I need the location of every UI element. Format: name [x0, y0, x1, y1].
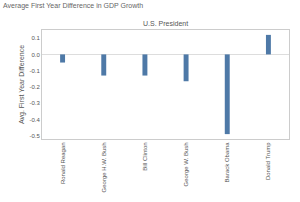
svg-text:U.S. President: U.S. President [143, 20, 188, 27]
svg-text:Average First Year Difference: Average First Year Difference in GDP Gro… [3, 2, 143, 10]
svg-text:George W. Bush: George W. Bush [183, 142, 189, 186]
svg-text:Ronald Reagan: Ronald Reagan [60, 142, 66, 184]
svg-text:George H.W. Bush: George H.W. Bush [101, 142, 107, 192]
svg-text:0.1: 0.1 [31, 35, 40, 41]
svg-text:Barack Obama: Barack Obama [224, 142, 230, 183]
svg-text:-0.3: -0.3 [29, 100, 40, 106]
svg-text:-0.4: -0.4 [29, 117, 40, 123]
svg-text:-0.2: -0.2 [29, 84, 40, 90]
svg-text:Avg. First Year Difference: Avg. First Year Difference [18, 45, 26, 124]
svg-text:Donald Trump: Donald Trump [265, 142, 271, 180]
svg-text:-0.5: -0.5 [29, 133, 40, 139]
svg-text:Bill Clinton: Bill Clinton [142, 142, 148, 170]
svg-text:-0.1: -0.1 [29, 68, 40, 74]
svg-text:0.0: 0.0 [31, 52, 40, 58]
